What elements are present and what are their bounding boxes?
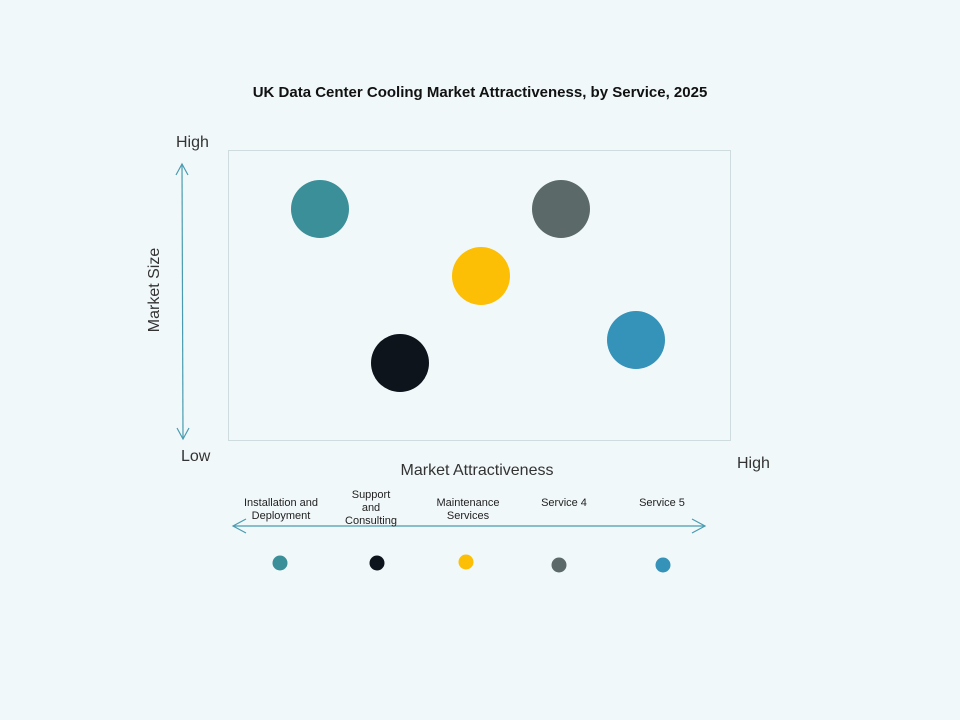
y-axis-arrow-line xyxy=(181,163,184,440)
legend-dot-icon xyxy=(458,554,474,570)
legend-label: Support and Consulting xyxy=(345,489,397,527)
y-axis-arrow-up-icon xyxy=(175,162,189,176)
legend-label: Installation and Deployment xyxy=(244,497,318,522)
y-axis-high-label: High xyxy=(176,134,209,151)
legend-label: Service 4 xyxy=(541,497,587,509)
x-axis-high-label: High xyxy=(737,455,770,472)
x-axis-title: Market Attractiveness xyxy=(400,462,554,479)
legend-arrow-left-icon xyxy=(231,518,247,534)
y-axis-low-label: Low xyxy=(181,448,211,465)
legend-label: Service 5 xyxy=(639,497,685,509)
chart-title: UK Data Center Cooling Market Attractive… xyxy=(252,84,708,101)
legend-dot-icon xyxy=(551,557,567,573)
legend-dot-icon xyxy=(655,557,671,573)
legend-dot-icon xyxy=(369,555,385,571)
bubble-maintenance-services xyxy=(451,247,510,306)
legend-label: Maintenance Services xyxy=(436,497,500,522)
bubble-installation-and-deployment xyxy=(290,180,349,239)
plot-area xyxy=(228,150,731,441)
legend-arrow-right-icon xyxy=(691,518,707,534)
bubble-service-5 xyxy=(607,311,666,370)
y-axis-arrow-down-icon xyxy=(176,427,190,441)
bubble-service-4 xyxy=(531,180,590,239)
bubble-support-and-consulting xyxy=(371,334,430,393)
legend-dot-icon xyxy=(272,555,288,571)
